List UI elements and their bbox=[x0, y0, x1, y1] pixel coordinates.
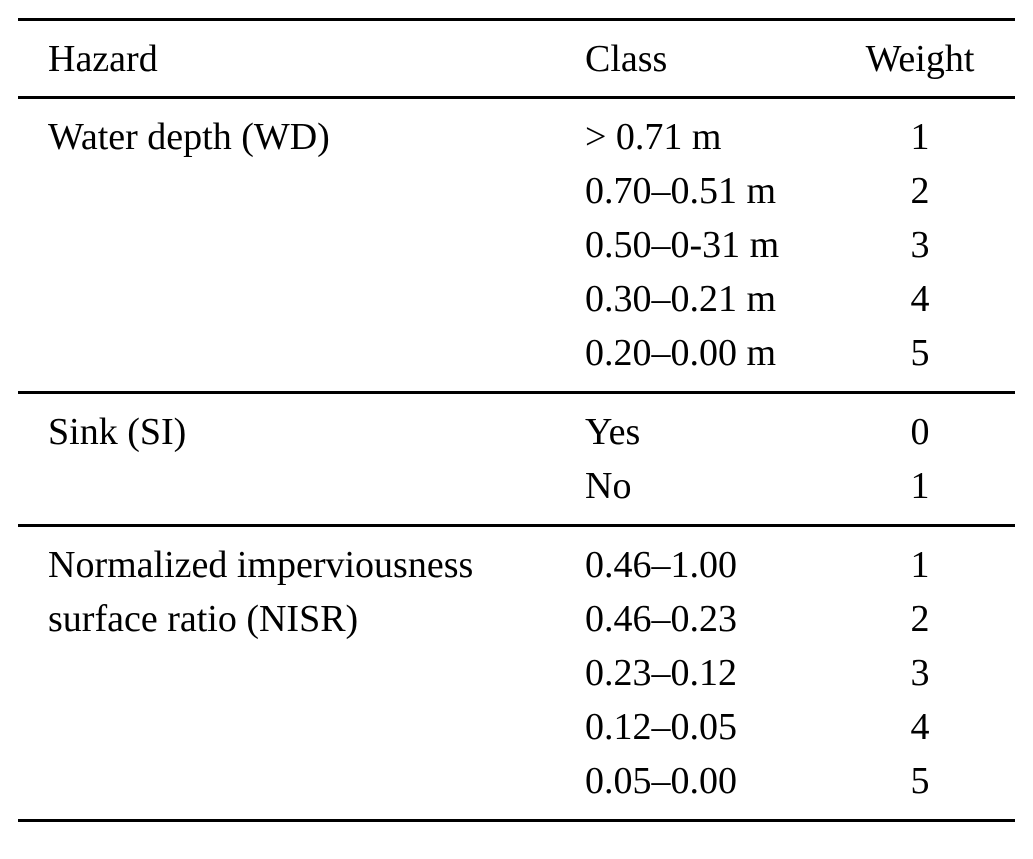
weight-value: 5 bbox=[910, 760, 930, 802]
class-value: No bbox=[585, 465, 632, 507]
class-value: 0.30–0.21 m bbox=[585, 278, 777, 320]
table-section: Sink (SI) Yes 0 No 1 bbox=[18, 393, 1015, 526]
table-row: Sink (SI) Yes 0 bbox=[18, 393, 1015, 460]
table-section: Normalized imperviousness surface ratio … bbox=[18, 526, 1015, 821]
table-row: Water depth (WD) > 0.71 m 1 bbox=[18, 98, 1015, 165]
table-row: 0.50–0-31 m 3 bbox=[18, 218, 1015, 272]
weight-value: 3 bbox=[910, 224, 930, 266]
column-header-class: Class bbox=[585, 38, 668, 80]
table-row: 0.20–0.00 m 5 bbox=[18, 326, 1015, 393]
weight-value: 3 bbox=[910, 652, 930, 694]
weight-value: 5 bbox=[910, 332, 930, 374]
weight-value: 4 bbox=[910, 278, 930, 320]
table-row: 0.30–0.21 m 4 bbox=[18, 272, 1015, 326]
weight-value: 2 bbox=[910, 598, 930, 640]
class-value: 0.50–0-31 m bbox=[585, 224, 780, 266]
hazard-weight-table: Hazard Class Weight Water depth (WD) > 0.… bbox=[18, 18, 1015, 822]
class-value: 0.70–0.51 m bbox=[585, 170, 777, 212]
table-header: Hazard Class Weight bbox=[18, 19, 1015, 98]
weight-value: 1 bbox=[910, 544, 930, 586]
weight-value: 1 bbox=[910, 116, 930, 158]
table-row: 0.23–0.12 3 bbox=[18, 646, 1015, 700]
weight-value: 2 bbox=[910, 170, 930, 212]
class-value: 0.05–0.00 bbox=[585, 760, 737, 802]
class-value: 0.20–0.00 m bbox=[585, 332, 777, 374]
weight-value: 1 bbox=[910, 465, 930, 507]
hazard-name: Sink (SI) bbox=[48, 411, 187, 453]
table-row: 0.05–0.00 5 bbox=[18, 754, 1015, 821]
class-value: 0.12–0.05 bbox=[585, 706, 737, 748]
table-row: Normalized imperviousness surface ratio … bbox=[18, 526, 1015, 640]
hazard-name: Normalized imperviousness surface ratio … bbox=[48, 544, 474, 640]
table-row: No 1 bbox=[18, 459, 1015, 526]
document-page: Hazard Class Weight Water depth (WD) > 0.… bbox=[0, 18, 1033, 822]
column-header-hazard: Hazard bbox=[48, 38, 158, 80]
class-value: 0.46–0.23 bbox=[585, 598, 737, 640]
class-value: 0.46–1.00 bbox=[585, 544, 737, 586]
class-value: 0.23–0.12 bbox=[585, 652, 737, 694]
table-section: Water depth (WD) > 0.71 m 1 0.70–0.51 m 2 0.5… bbox=[18, 98, 1015, 393]
table-row: 0.46–0.23 2 bbox=[18, 592, 1015, 646]
weight-value: 4 bbox=[910, 706, 930, 748]
weight-value: 0 bbox=[910, 411, 930, 453]
column-header-weight: Weight bbox=[865, 38, 975, 80]
hazard-name: Water depth (WD) bbox=[48, 116, 330, 158]
class-value: Yes bbox=[585, 411, 641, 453]
header-row: Hazard Class Weight bbox=[18, 20, 1015, 98]
class-value: > 0.71 m bbox=[585, 116, 722, 158]
table-row: 0.12–0.05 4 bbox=[18, 700, 1015, 754]
table-row: 0.70–0.51 m 2 bbox=[18, 164, 1015, 218]
